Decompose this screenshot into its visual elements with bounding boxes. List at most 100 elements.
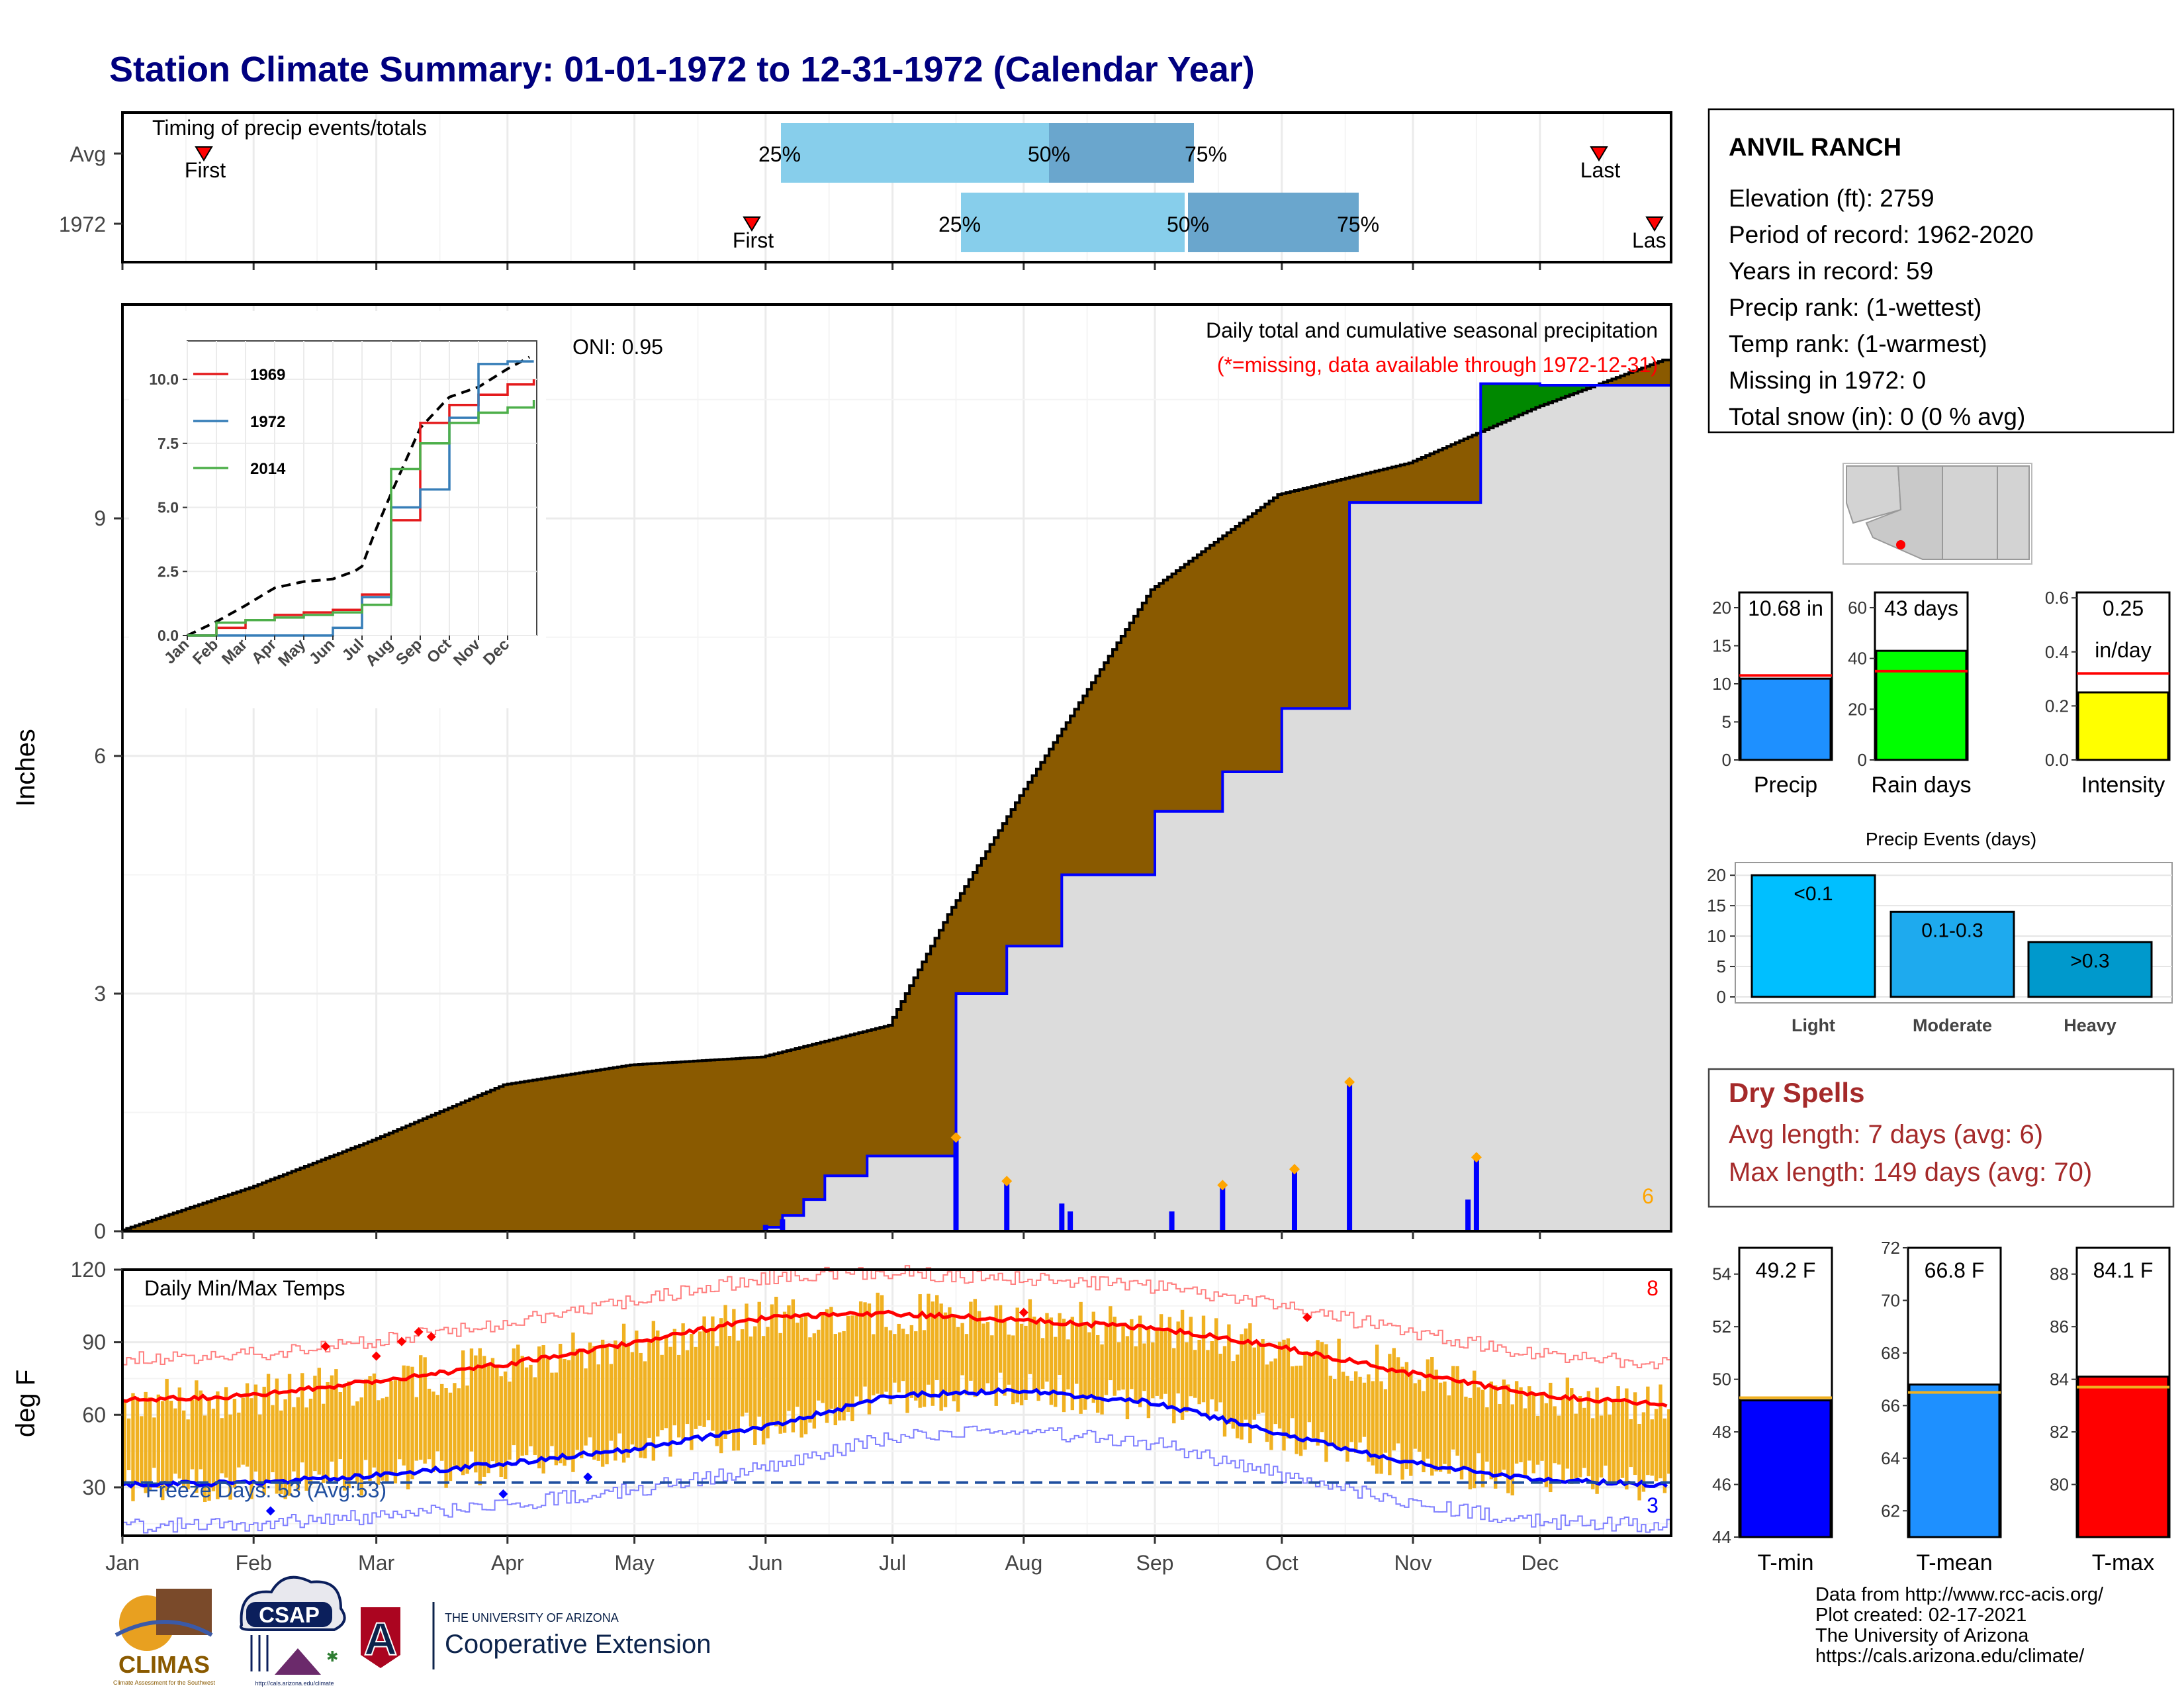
daily-temp-bar [1324, 1344, 1328, 1462]
temp-panel-title: Daily Min/Max Temps [144, 1276, 345, 1300]
daily-temp-bar [952, 1317, 956, 1401]
daily-temp-bar [1608, 1414, 1612, 1485]
daily-precip-bar [1347, 1084, 1353, 1231]
temp-y-tick-0: 30 [82, 1476, 106, 1499]
station-info-line: Elevation (ft): 2759 [1729, 185, 1934, 212]
precip-panel-title: Daily total and cumulative seasonal prec… [1206, 318, 1658, 342]
daily-precip-bar [780, 1219, 786, 1231]
daily-temp-bar [140, 1416, 144, 1487]
daily-temp-bar [313, 1376, 317, 1472]
daily-temp-bar [1159, 1314, 1163, 1399]
record-high-marker-icon [371, 1351, 381, 1361]
station-box-border [1707, 108, 2175, 434]
daily-temp-bar [927, 1293, 931, 1385]
ua-shield-icon [361, 1607, 400, 1668]
daily-temp-bar [457, 1388, 461, 1468]
daily-temp-bar [363, 1379, 368, 1460]
daily-temp-bar [872, 1334, 876, 1395]
mini-precip-tick: 20 [1712, 598, 1731, 618]
daily-temp-bar [635, 1331, 639, 1449]
year-quartile-25-50-bar [961, 193, 1185, 252]
daily-temp-bar [347, 1381, 351, 1488]
mini-temp-tick: 46 [1712, 1475, 1731, 1495]
events-y-tick: 10 [1707, 926, 1726, 946]
mini-temp-tick: 64 [1881, 1448, 1900, 1468]
daily-temp-bar [918, 1294, 922, 1408]
daily-temp-bar [1045, 1313, 1049, 1382]
daily-temp-bar [1116, 1342, 1121, 1391]
daily-temp-bar [1100, 1344, 1104, 1415]
precip-y-axis-label: Inches [11, 729, 40, 807]
daily-temp-bar [939, 1303, 943, 1411]
mini-precip-label: Rain days [1871, 773, 1971, 798]
daily-temp-bar [837, 1332, 842, 1421]
avg-p75-label: 75% [1185, 142, 1227, 166]
daily-temp-bar [825, 1309, 829, 1423]
mini-precip-tick: 0.0 [2045, 750, 2069, 770]
daily-temp-bar [719, 1318, 723, 1454]
daily-temp-bar [1616, 1386, 1620, 1484]
mini-temp-tick: 66 [1881, 1395, 1900, 1415]
avg-min-line [122, 1387, 1668, 1489]
year-p25-label: 25% [938, 212, 981, 236]
daily-temp-bar [1523, 1408, 1527, 1479]
daily-temp-bar [1434, 1370, 1438, 1472]
daily-temp-bar [977, 1311, 981, 1392]
daily-temp-bar [876, 1292, 880, 1394]
daily-temp-bar [964, 1334, 969, 1395]
daily-temp-bar [406, 1366, 410, 1489]
daily-temp-bar [774, 1296, 778, 1427]
daily-temp-bar [1586, 1391, 1591, 1477]
daily-temp-bar [1430, 1357, 1434, 1476]
mini-temp-bar [1908, 1383, 2001, 1538]
daily-temp-bar [1235, 1354, 1240, 1438]
cold-days-count: 3 [1647, 1493, 1659, 1517]
daily-temp-bar [753, 1326, 757, 1446]
month-label-Nov: Nov [1394, 1551, 1432, 1575]
daily-temp-bar [490, 1358, 495, 1462]
daily-temp-bar [541, 1345, 545, 1474]
daily-temp-bar [499, 1376, 503, 1477]
daily-precip-bar [1169, 1211, 1175, 1231]
daily-temp-bar [211, 1409, 216, 1491]
temp-y-tick-1: 60 [82, 1403, 106, 1427]
mini-temp-tick: 72 [1881, 1238, 1900, 1258]
inset-y-tick-0: 0.0 [158, 627, 179, 644]
daily-temp-bar [292, 1407, 296, 1472]
daily-temp-bar [1535, 1415, 1540, 1465]
daily-temp-bar [1193, 1350, 1197, 1398]
daily-temp-bar [643, 1361, 647, 1459]
daily-temp-bar [1286, 1338, 1291, 1439]
month-label-Jun: Jun [749, 1551, 783, 1575]
daily-temp-bar [469, 1348, 474, 1452]
daily-temp-bar [1362, 1382, 1367, 1437]
daily-temp-bar [165, 1379, 169, 1491]
month-label-Apr: Apr [491, 1551, 524, 1575]
daily-temp-bar [761, 1336, 766, 1445]
daily-temp-bar [1316, 1340, 1320, 1446]
daily-temp-bar [1654, 1409, 1659, 1481]
daily-temp-bar [1058, 1313, 1062, 1376]
daily-temp-bar [588, 1342, 592, 1438]
daily-temp-bar [1514, 1381, 1519, 1464]
daily-temp-bar [1244, 1328, 1248, 1420]
avg-p50-label: 50% [1028, 142, 1070, 166]
daily-temp-bar [423, 1357, 427, 1464]
temp-panel-border [121, 1268, 1672, 1537]
daily-temp-bar [1349, 1380, 1353, 1442]
daily-temp-bar [990, 1335, 994, 1393]
mini-precip-tick: 0.6 [2045, 588, 2069, 608]
daily-temp-bar [1506, 1384, 1510, 1493]
daily-temp-bar [626, 1344, 630, 1458]
daily-temp-bar [330, 1375, 334, 1462]
daily-temp-bar [461, 1350, 465, 1476]
daily-temp-bar [630, 1352, 635, 1445]
daily-temp-bar [931, 1301, 935, 1406]
daily-temp-bar [279, 1410, 283, 1495]
daily-temp-bar [867, 1303, 872, 1415]
daily-temp-bar [1367, 1374, 1371, 1462]
mini-temp-tick: 68 [1881, 1343, 1900, 1363]
daily-temp-bar [1371, 1381, 1375, 1466]
daily-temp-bar [1392, 1348, 1396, 1451]
events-y-tick: 5 [1717, 957, 1726, 976]
